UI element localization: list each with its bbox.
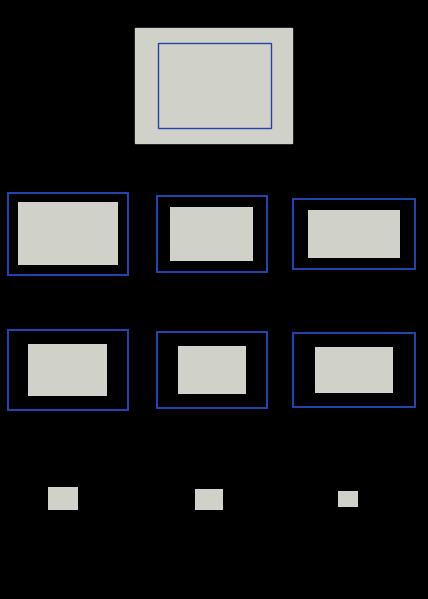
Bar	[315, 347, 393, 393]
Bar	[8, 193, 128, 275]
Bar	[293, 199, 415, 269]
Bar	[158, 43, 271, 128]
Bar	[8, 330, 128, 410]
Bar	[293, 333, 415, 407]
Bar	[48, 487, 78, 510]
Bar	[135, 28, 292, 143]
Bar	[338, 491, 358, 507]
Bar	[28, 344, 107, 396]
Bar	[157, 332, 267, 408]
Bar	[18, 202, 118, 265]
Bar	[170, 207, 253, 261]
Bar	[178, 346, 246, 394]
Bar	[195, 489, 223, 510]
Bar	[157, 196, 267, 272]
Bar	[308, 210, 400, 258]
